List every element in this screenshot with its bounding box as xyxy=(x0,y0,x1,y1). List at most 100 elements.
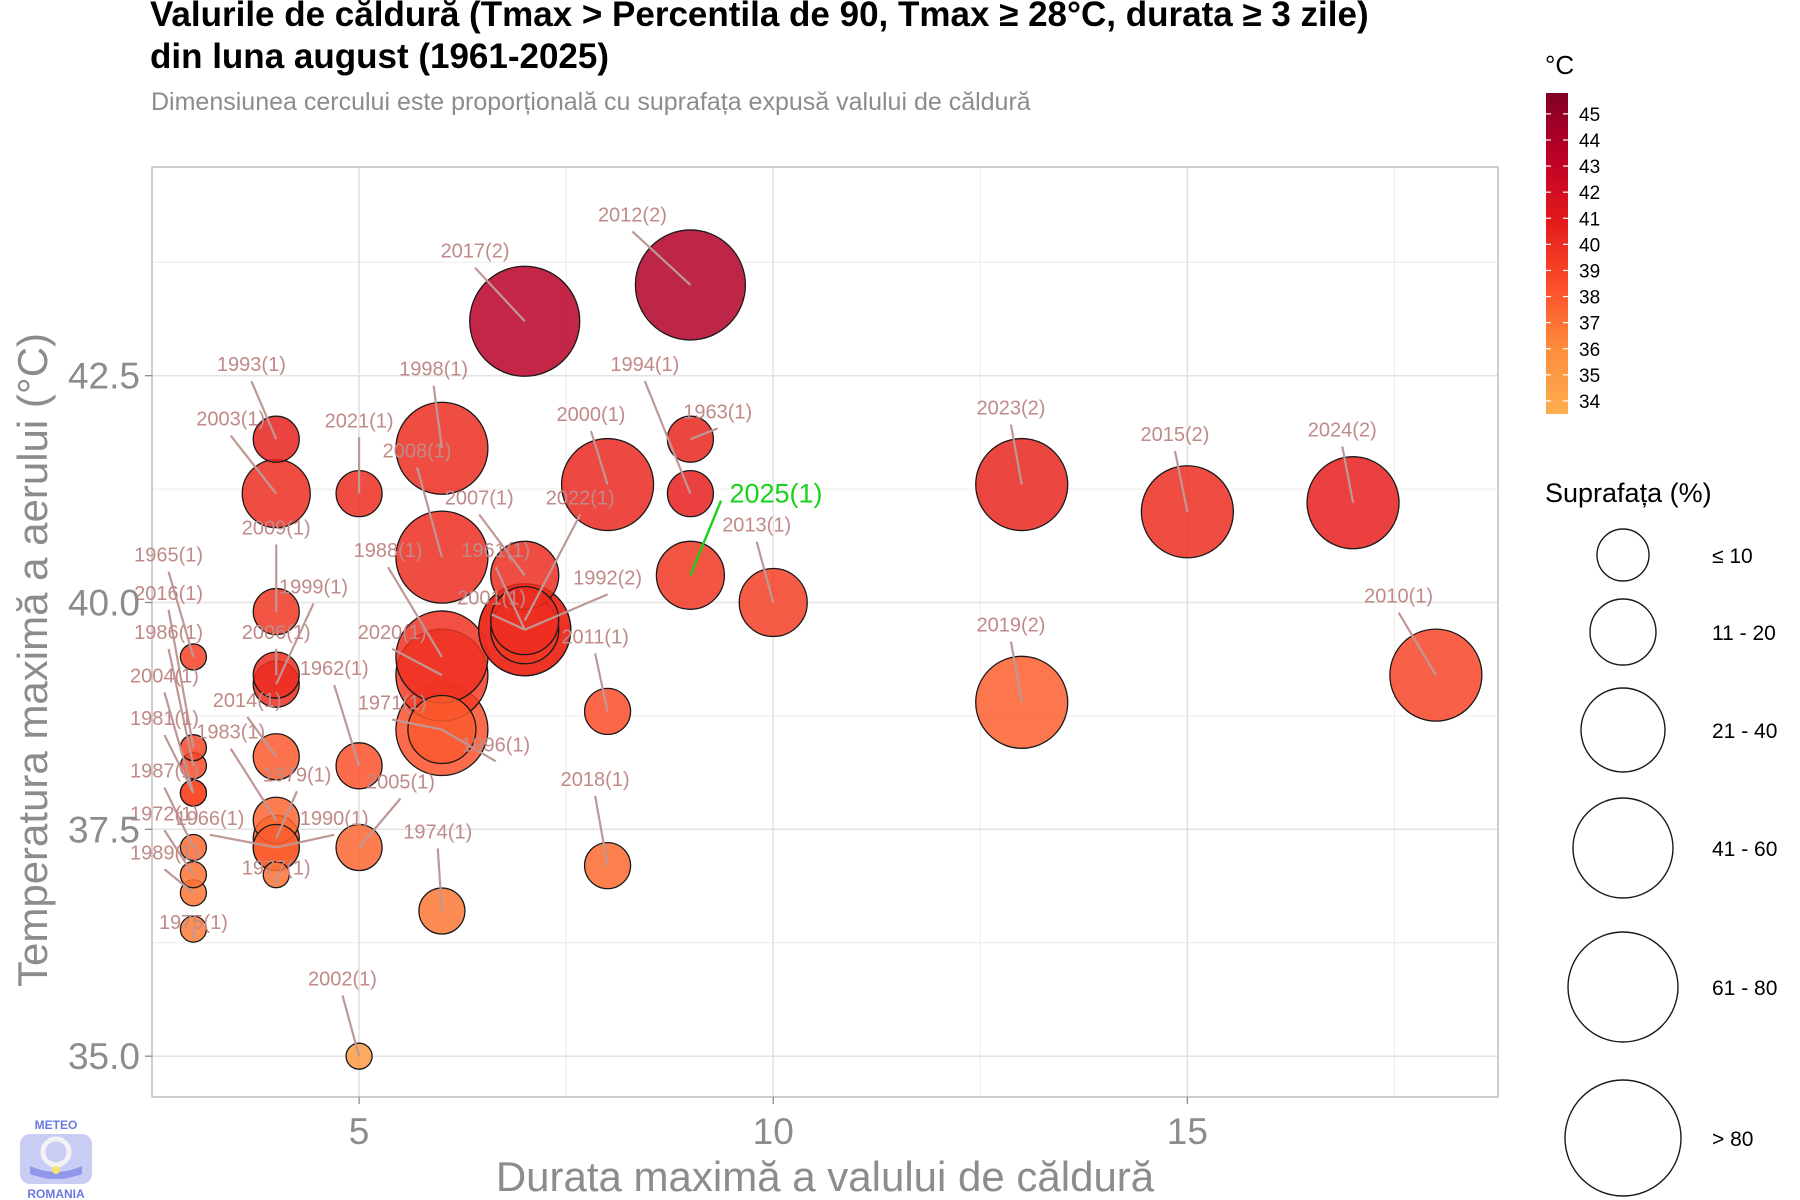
logo-bottom-text: ROMANIA xyxy=(27,1187,85,1200)
data-label: 2005(1) xyxy=(366,772,435,794)
colorbar-label: 34 xyxy=(1579,392,1601,413)
size-legend-label: > 80 xyxy=(1712,1128,1753,1151)
y-axis-title: Temperatura maximă a aerului (°C) xyxy=(9,333,56,987)
leader-line xyxy=(755,541,775,603)
colorbar-label: 45 xyxy=(1579,105,1600,126)
x-tick-label: 15 xyxy=(1167,1111,1208,1152)
y-tick-label: 42.5 xyxy=(68,356,140,397)
data-label: 2006(1) xyxy=(242,622,311,644)
colorbar-label: 37 xyxy=(1579,314,1600,335)
leader-line xyxy=(432,385,443,449)
colorbar-label: 42 xyxy=(1579,183,1600,204)
leader-line xyxy=(163,734,195,794)
size-legend-label: 41 - 60 xyxy=(1712,838,1777,861)
data-label: 2009(1) xyxy=(242,517,311,539)
data-label: 2013(1) xyxy=(722,515,791,537)
x-tick-label: 10 xyxy=(753,1111,794,1152)
leader-line xyxy=(491,613,526,631)
data-label: 1971(1) xyxy=(358,693,427,715)
size-legend-label: ≤ 10 xyxy=(1712,545,1753,568)
size-legend-circle xyxy=(1564,1079,1682,1197)
size-legend-label: 11 - 20 xyxy=(1712,622,1776,645)
data-label: 1996(1) xyxy=(461,734,530,756)
leader-line xyxy=(275,602,315,685)
leader-line xyxy=(333,684,361,767)
leader-line xyxy=(163,829,195,876)
y-tick-label: 35.0 xyxy=(68,1036,140,1077)
data-label: 2012(2) xyxy=(598,204,667,226)
data-point xyxy=(975,655,1069,749)
legend: °C 45 44 43 42 41 40 39 38 37 36 35 34 Suprafața (%) ≤… xyxy=(1545,50,1777,1197)
y-tick-label: 37.5 xyxy=(68,809,140,850)
leader-line xyxy=(589,430,609,485)
leader-line xyxy=(594,653,609,712)
data-label: 2020(1) xyxy=(358,622,427,644)
chart-title: Valurile de căldură (Tmax > Percentila d… xyxy=(150,0,1369,78)
leader-line xyxy=(229,434,278,495)
leader-line xyxy=(474,266,526,322)
data-label: 2024(2) xyxy=(1308,419,1377,441)
data-label: 2000(1) xyxy=(557,404,626,426)
data-label: 2003(1) xyxy=(196,409,265,431)
data-label: 1963(1) xyxy=(683,401,752,423)
leader-line xyxy=(229,748,278,821)
leader-line xyxy=(275,790,298,839)
leader-line xyxy=(276,833,335,849)
leader-line xyxy=(524,593,609,631)
data-label: 1979(1) xyxy=(262,764,331,786)
size-legend-circle xyxy=(1596,528,1650,582)
data-label: 2022(1) xyxy=(546,488,615,510)
leader-line xyxy=(689,427,719,441)
leader-line xyxy=(1173,450,1189,513)
logo-sun xyxy=(52,1166,60,1174)
colorbar xyxy=(1546,93,1568,414)
data-label: 1994(1) xyxy=(610,354,679,376)
data-label: 1993(1) xyxy=(217,354,286,376)
data-label: 1966(1) xyxy=(176,808,245,830)
leader-line xyxy=(478,513,526,576)
data-label: 1965(1) xyxy=(134,545,203,567)
data-label: 2008(1) xyxy=(383,440,452,462)
size-legend-label: 21 - 40 xyxy=(1712,720,1777,743)
leader-line xyxy=(643,380,692,495)
data-label: 2016(1) xyxy=(134,583,203,605)
size-legend-circle xyxy=(1572,797,1674,899)
chart-subtitle: Dimensiunea cercului este proporțională … xyxy=(151,88,1031,116)
colorbar-label: 38 xyxy=(1579,288,1600,309)
colorbar-label: 41 xyxy=(1579,209,1600,230)
data-label: 2011(1) xyxy=(561,626,628,648)
data-label: 2025(1) xyxy=(729,479,822,509)
colorbar-label: 39 xyxy=(1579,261,1600,282)
leader-line xyxy=(167,609,195,748)
data-label: 2010(1) xyxy=(1364,586,1433,608)
size-legend-title: Suprafața (%) xyxy=(1545,478,1712,508)
size-legend-circle xyxy=(1589,598,1657,666)
leader-line xyxy=(167,648,195,767)
data-label: 1999(1) xyxy=(279,576,348,598)
data-point xyxy=(1140,465,1235,559)
data-label: 1992(2) xyxy=(573,567,642,589)
leader-line xyxy=(387,566,443,658)
leader-line xyxy=(250,380,278,440)
data-label: 2001(1) xyxy=(457,587,526,609)
leader-line xyxy=(341,995,361,1057)
x-axis-title: Durata maximă a valului de căldură xyxy=(496,1153,1155,1200)
data-label: 1972(1) xyxy=(130,803,199,825)
leader-line xyxy=(523,514,582,622)
leader-line xyxy=(1009,641,1023,703)
data-label: 1989(1) xyxy=(130,842,199,864)
x-tick-label: 5 xyxy=(349,1111,370,1152)
data-label: 1988(1) xyxy=(354,540,423,562)
data-label: 2023(2) xyxy=(976,398,1045,420)
chart-title-line-1: Valurile de căldură (Tmax > Percentila d… xyxy=(150,0,1369,34)
meteo-romania-logo: METEO ROMANIA xyxy=(20,1118,92,1200)
data-point xyxy=(975,437,1069,532)
data-labels: 2012(2) 2017(2) 1993(1) 2003(1) 2021(1) 1998(… xyxy=(130,204,1437,1057)
data-label: 2007(1) xyxy=(445,488,514,510)
leader-line xyxy=(246,716,278,758)
leader-line xyxy=(358,797,402,849)
data-label: 2004(1) xyxy=(130,665,199,687)
data-label: 2014(1) xyxy=(213,690,282,712)
size-legend-circle xyxy=(1567,931,1679,1043)
